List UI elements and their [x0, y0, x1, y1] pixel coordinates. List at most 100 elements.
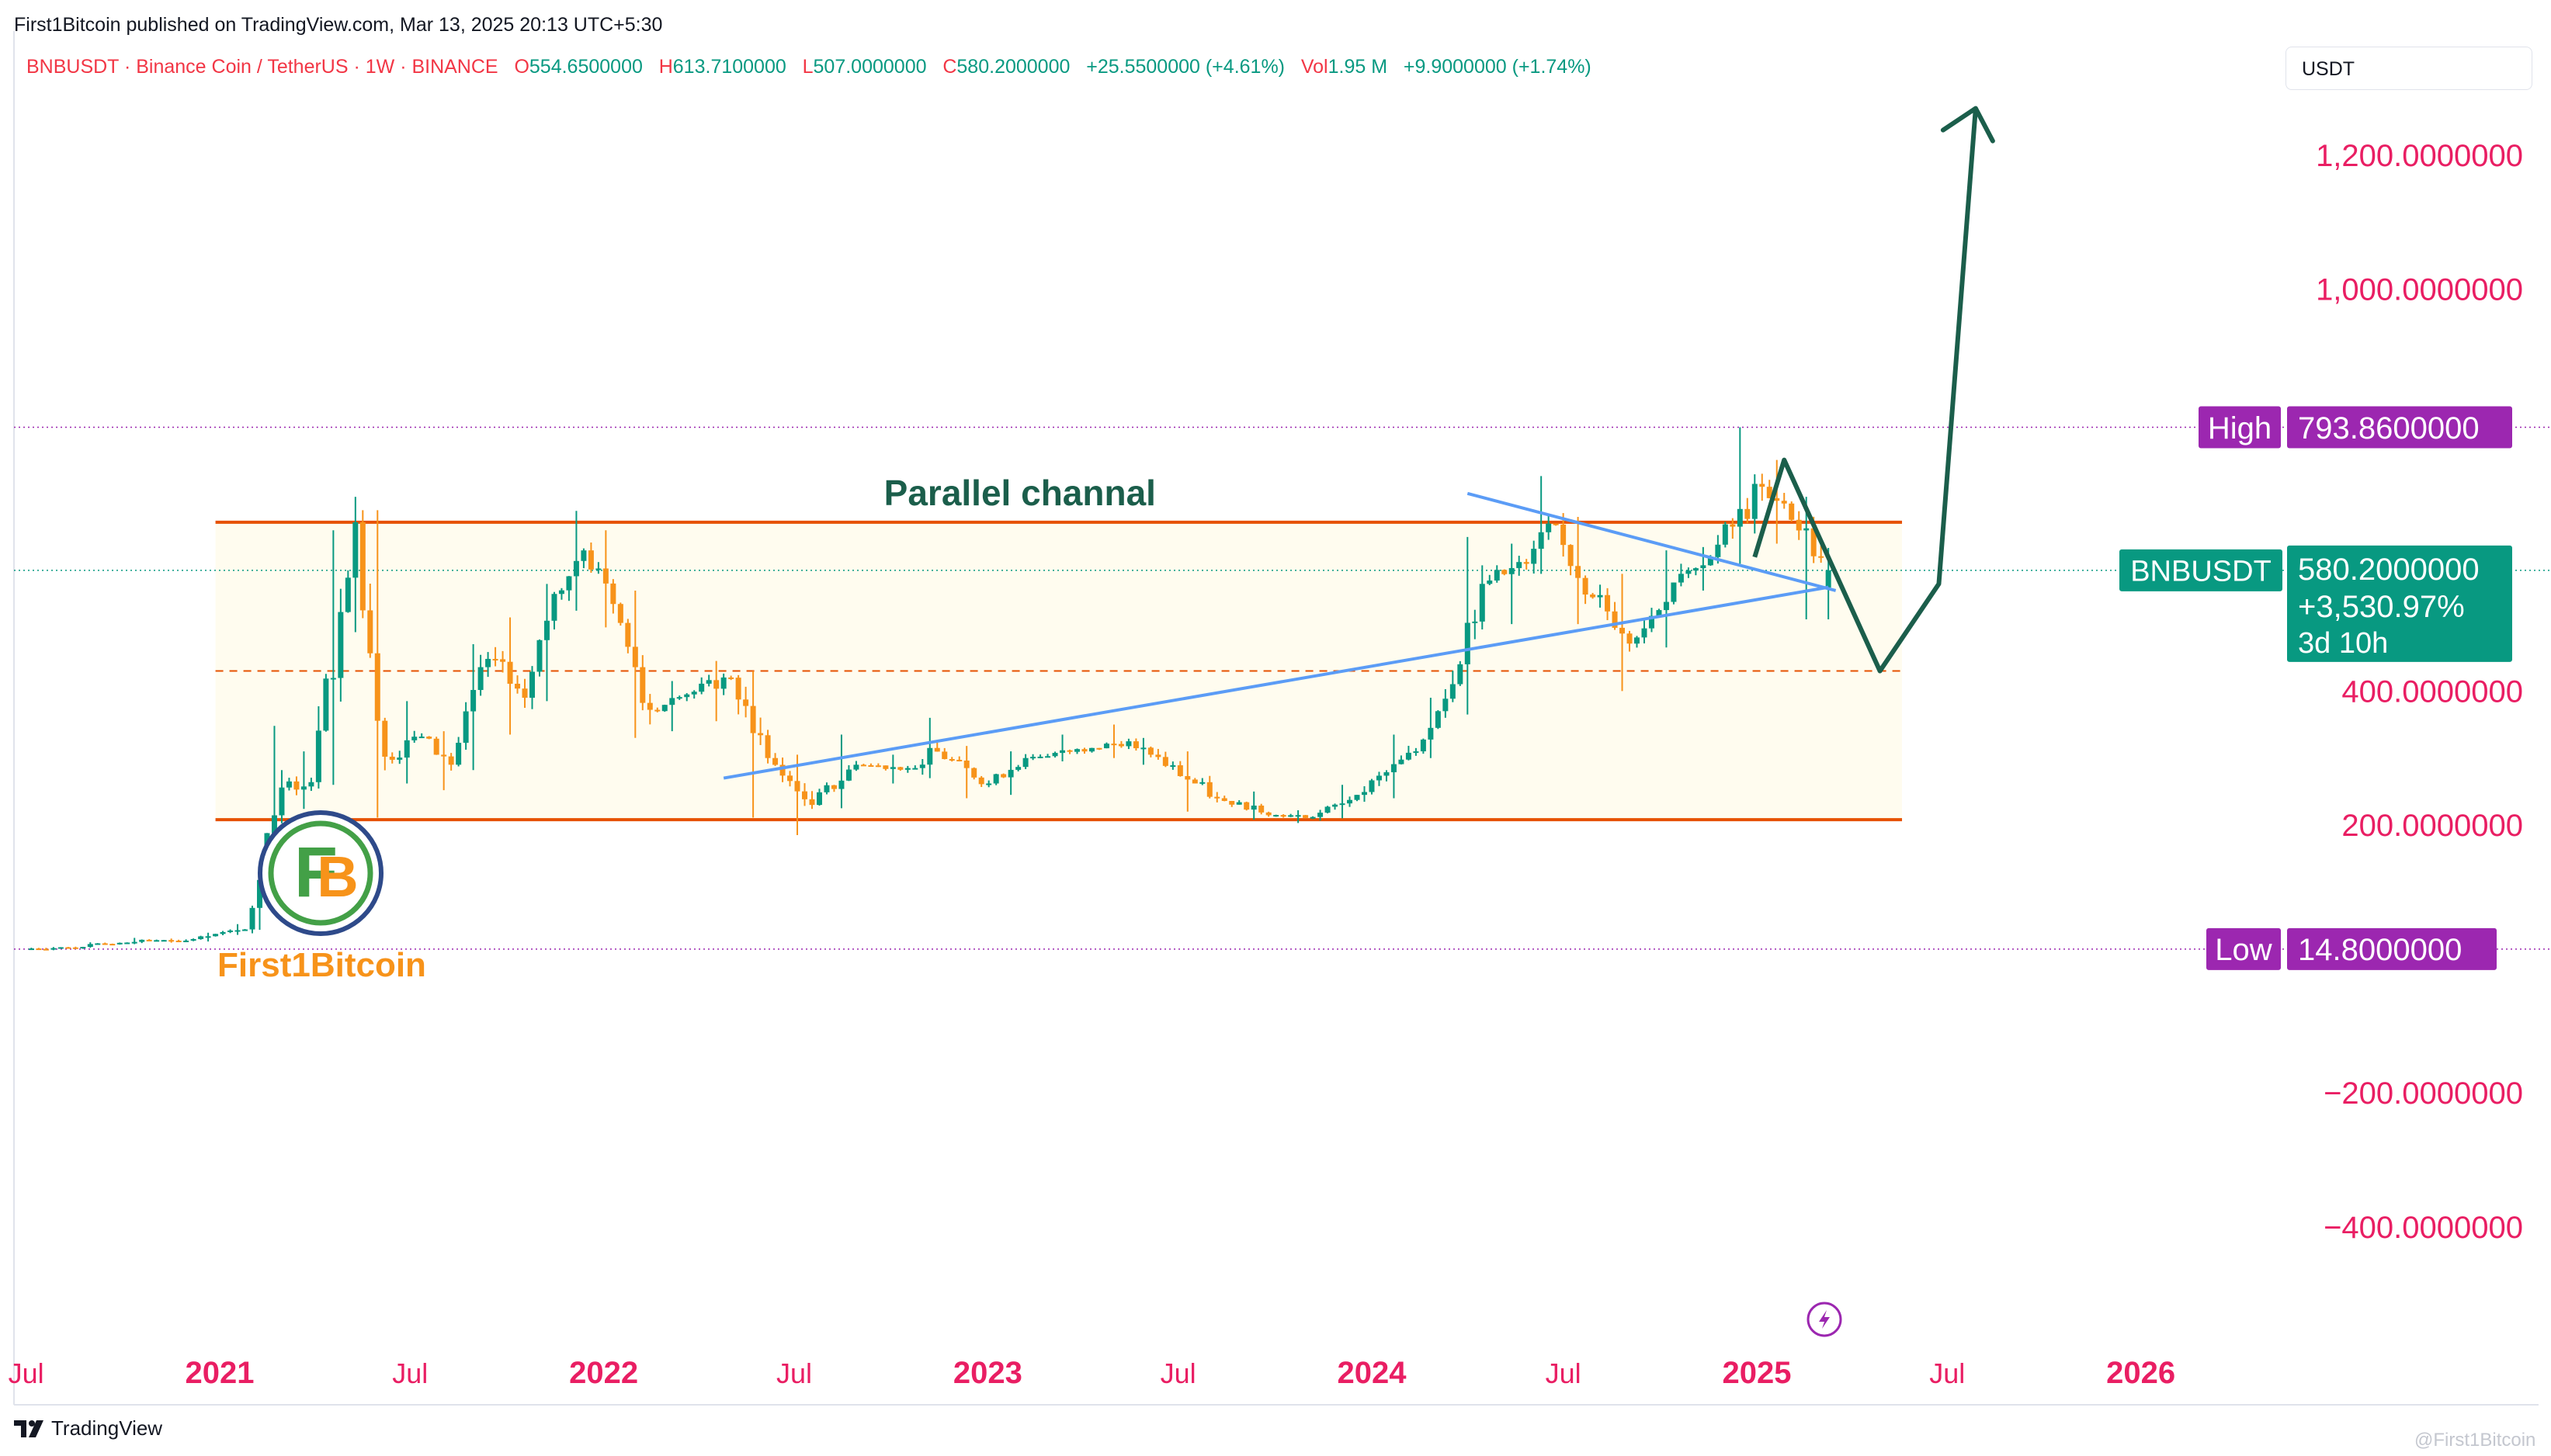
close-value: 580.2000000: [956, 56, 1071, 78]
candle-body: [1339, 803, 1345, 806]
candle-body: [183, 940, 189, 942]
candle-body: [492, 658, 498, 660]
tradingview-logo-icon: [14, 1420, 43, 1437]
high-value: 613.7100000: [672, 56, 786, 78]
last-price-value: 580.2000000: [2298, 553, 2480, 587]
candle-body: [1081, 749, 1088, 752]
candle-body: [543, 620, 550, 640]
candle-body: [1464, 622, 1470, 664]
candle-body: [382, 720, 388, 757]
candle-body: [640, 667, 646, 703]
candle-body: [124, 942, 130, 945]
candle-body: [72, 947, 78, 949]
open-value: 554.6500000: [529, 56, 643, 78]
x-axis-label: 2024: [1337, 1356, 1407, 1390]
candle-body: [794, 781, 800, 792]
candle-body: [1803, 528, 1810, 531]
candle-body: [1494, 570, 1500, 581]
candle-body: [647, 702, 653, 710]
currency-unit-selector[interactable]: USDT: [2285, 47, 2532, 90]
candle-body: [139, 939, 145, 942]
candle-body: [1317, 813, 1324, 817]
tradingview-brand[interactable]: TradingView: [12, 1416, 162, 1440]
candle-body: [1538, 532, 1544, 549]
symbol-legend[interactable]: BNBUSDT · Binance Coin / TetherUS · 1W ·…: [26, 56, 1591, 78]
candle-body: [1531, 549, 1537, 564]
candle-body: [308, 782, 314, 787]
candle-body: [1685, 570, 1692, 574]
candle-body: [772, 757, 779, 765]
candle-body: [669, 698, 675, 705]
symbol-title[interactable]: BNBUSDT · Binance Coin / TetherUS · 1W ·…: [26, 56, 498, 78]
candle-body: [1008, 769, 1014, 778]
candle-body: [845, 769, 852, 781]
candle-body: [875, 765, 881, 768]
candle-body: [205, 936, 211, 938]
candle-body: [1479, 584, 1485, 622]
candle-body: [279, 787, 285, 816]
candle-body: [1546, 523, 1552, 532]
candle-body: [1730, 524, 1736, 527]
candle-body: [758, 733, 764, 736]
candle-body: [1619, 627, 1626, 634]
candle-body: [956, 759, 963, 761]
candle-body: [1214, 796, 1220, 799]
candle-body: [1192, 779, 1198, 784]
candle-body: [1206, 782, 1213, 797]
candle-body: [1722, 524, 1728, 545]
candle-body: [1457, 664, 1463, 685]
candle-body: [1590, 595, 1596, 598]
watermark: @First1Bitcoin: [2414, 1430, 2536, 1451]
y-axis-label: 1,200.0000000: [2316, 139, 2523, 173]
price-axis[interactable]: 1,200.0000000 1,000.0000000 400.0000000 200…: [2316, 139, 2523, 1245]
trend-lines[interactable]: [723, 106, 1995, 780]
candle-body: [441, 754, 447, 757]
flash-icon[interactable]: [1807, 1302, 1842, 1337]
candle-body: [735, 678, 741, 700]
candle-body: [116, 942, 123, 945]
candle-body: [330, 678, 336, 680]
x-axis-label: 2021: [186, 1356, 255, 1390]
candle-body: [1582, 577, 1588, 595]
candle-body: [1060, 750, 1066, 754]
candle-body: [919, 764, 925, 768]
candle-body: [720, 677, 727, 689]
candle-body: [912, 768, 918, 770]
candle-body: [1185, 775, 1191, 780]
candle-body: [470, 690, 477, 712]
candle-body: [1605, 595, 1611, 612]
candle-body: [242, 929, 248, 931]
candle-body: [1508, 567, 1515, 574]
x-axis-label: Jul: [392, 1357, 428, 1389]
candle-body: [28, 948, 34, 951]
candle-body: [963, 760, 970, 768]
candle-body: [978, 777, 984, 785]
candle-body: [323, 678, 329, 731]
candle-body: [838, 780, 845, 789]
candle-body: [448, 756, 454, 765]
candle-body: [1641, 628, 1647, 638]
time-axis[interactable]: Jul 2021 Jul 2022 Jul 2023 Jul 2024 Jul 2025 Jul 20…: [9, 1356, 2176, 1390]
candle-body: [588, 550, 594, 570]
candle-body: [57, 947, 64, 949]
candle-body: [595, 568, 602, 570]
candle-body: [890, 767, 896, 769]
x-axis-label: 2025: [1723, 1356, 1792, 1390]
candle-body: [1818, 556, 1824, 558]
candle-body: [256, 879, 262, 908]
candle-body: [500, 659, 506, 662]
candle-body: [1567, 545, 1574, 567]
candle-body: [750, 705, 756, 733]
candle-body: [1015, 767, 1022, 770]
candle-body: [1553, 523, 1559, 525]
candle-body: [161, 940, 167, 942]
candle-body: [198, 936, 204, 940]
candle-body: [1523, 562, 1529, 564]
price-tags: High 793.8600000 Low 14.8000000 BNBUSDT 580.2…: [2119, 406, 2512, 970]
channel-layer: Parallel channal: [215, 473, 1903, 822]
candle-body: [131, 941, 137, 944]
candle-body: [36, 948, 42, 951]
candle-body: [1442, 699, 1449, 712]
candle-body: [1560, 524, 1567, 546]
